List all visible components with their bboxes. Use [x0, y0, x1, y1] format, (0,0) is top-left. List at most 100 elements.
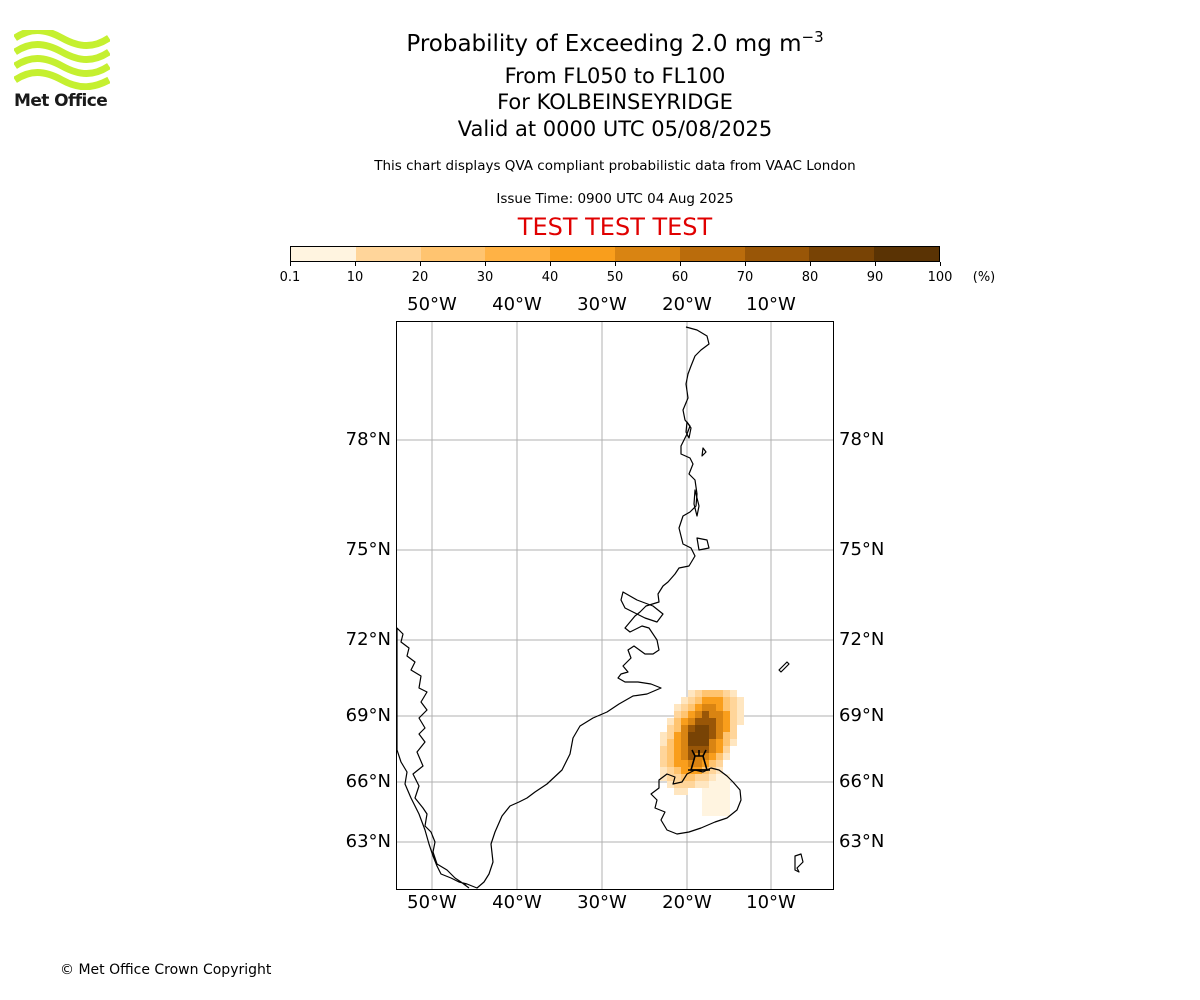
ash-probability-cell — [681, 746, 688, 753]
colorbar-tick-mark — [615, 262, 616, 266]
ash-probability-cell — [660, 774, 667, 781]
latitude-label-left: 75°N — [345, 539, 391, 560]
ash-probability-cell — [660, 739, 667, 746]
ash-probability-cell — [723, 788, 730, 795]
chart-title-text: Probability of Exceeding 2.0 mg m — [406, 31, 802, 57]
map-panel — [396, 321, 834, 890]
ash-probability-cell — [716, 697, 723, 704]
ash-probability-cell — [667, 774, 674, 781]
ash-probability-cell — [674, 760, 681, 767]
ash-probability-cell — [723, 781, 730, 788]
latitude-label-left: 72°N — [345, 629, 391, 650]
ash-probability-cell — [702, 795, 709, 802]
ash-probability-cell — [702, 788, 709, 795]
latitude-label-left: 78°N — [345, 429, 391, 450]
ash-probability-cell — [660, 732, 667, 739]
ash-probability-cell — [709, 788, 716, 795]
longitude-label-top: 40°W — [492, 294, 542, 315]
issue-time: Issue Time: 0900 UTC 04 Aug 2025 — [496, 191, 734, 207]
ash-probability-cell — [702, 774, 709, 781]
ash-probability-cell — [737, 711, 744, 718]
ash-probability-cell — [702, 746, 709, 753]
volcano-icon — [688, 749, 710, 771]
colorbar-tick-label: 80 — [801, 270, 819, 285]
latitude-label-left: 63°N — [345, 831, 391, 852]
ash-probability-cell — [716, 802, 723, 809]
ash-probability-cell — [716, 718, 723, 725]
ash-probability-cell — [716, 809, 723, 816]
latitude-label-right: 69°N — [839, 705, 885, 726]
ash-probability-cell — [695, 690, 702, 697]
ash-probability-cell — [723, 718, 730, 725]
ash-probability-cell — [723, 753, 730, 760]
ash-probability-cell — [716, 739, 723, 746]
ash-probability-cell — [688, 711, 695, 718]
ash-probability-cell — [716, 788, 723, 795]
colorbar-tick-label: 50 — [606, 270, 624, 285]
test-banner: TEST TEST TEST — [517, 213, 713, 241]
met-office-logo: Met Office — [13, 27, 111, 112]
ash-probability-cell — [688, 774, 695, 781]
latitude-label-right: 66°N — [839, 771, 885, 792]
ash-probability-cell — [723, 704, 730, 711]
colorbar-tick-mark — [485, 262, 486, 266]
ash-probability-cell — [716, 690, 723, 697]
ash-probability-cell — [688, 760, 695, 767]
copyright-notice: © Met Office Crown Copyright — [60, 962, 272, 978]
ash-probability-cell — [730, 704, 737, 711]
ash-probability-cell — [681, 739, 688, 746]
colorbar-segment — [355, 247, 421, 261]
ash-probability-cell — [709, 697, 716, 704]
ash-probability-cell — [702, 753, 709, 760]
flight-level-range: From FL050 to FL100 — [504, 64, 726, 88]
ash-probability-cell — [688, 732, 695, 739]
island-small-2 — [701, 447, 707, 457]
ash-probability-cell — [688, 739, 695, 746]
longitude-label-top: 10°W — [746, 294, 796, 315]
ash-probability-cell — [695, 732, 702, 739]
ash-probability-cell — [709, 725, 716, 732]
colorbar-tick-mark — [810, 262, 811, 266]
chart-title: Probability of Exceeding 2.0 mg m−3 — [0, 28, 1200, 57]
ash-probability-cell — [695, 697, 702, 704]
ash-probability-cell — [674, 788, 681, 795]
ash-probability-cell — [674, 753, 681, 760]
colorbar-tick-label: 70 — [736, 270, 754, 285]
ash-probability-cell — [688, 697, 695, 704]
ash-probability-cell — [730, 697, 737, 704]
ash-probability-cell — [695, 704, 702, 711]
ash-probability-cell — [709, 718, 716, 725]
colorbar-segment — [809, 247, 875, 261]
ash-probability-cell — [709, 704, 716, 711]
ash-probability-cell — [709, 746, 716, 753]
ash-probability-cell — [695, 774, 702, 781]
ash-probability-cell — [688, 718, 695, 725]
colorbar-tick-mark — [355, 262, 356, 266]
ash-probability-cell — [681, 725, 688, 732]
ash-probability-cell — [716, 753, 723, 760]
ash-probability-cell — [723, 725, 730, 732]
chart-description: This chart displays QVA compliant probab… — [374, 158, 856, 174]
ash-probability-cell — [667, 781, 674, 788]
ash-probability-cell — [667, 746, 674, 753]
latitude-label-left: 66°N — [345, 771, 391, 792]
ash-probability-cell — [667, 767, 674, 774]
iceland-coastline — [650, 767, 742, 835]
colorbar-tick-mark — [745, 262, 746, 266]
ash-probability-cell — [716, 774, 723, 781]
colorbar-tick-label: 40 — [541, 270, 559, 285]
ash-probability-cell — [702, 697, 709, 704]
ash-probability-cell — [667, 718, 674, 725]
colorbar-segment — [614, 247, 680, 261]
ash-probability-cell — [716, 725, 723, 732]
ash-probability-cell — [709, 802, 716, 809]
ash-probability-cell — [695, 718, 702, 725]
ash-probability-cell — [716, 781, 723, 788]
ash-probability-cell — [674, 732, 681, 739]
ash-probability-cell — [688, 704, 695, 711]
ash-probability-cell — [723, 697, 730, 704]
ash-probability-cell — [737, 704, 744, 711]
ash-probability-cell — [681, 732, 688, 739]
ash-probability-cell — [688, 746, 695, 753]
ash-probability-cell — [681, 767, 688, 774]
